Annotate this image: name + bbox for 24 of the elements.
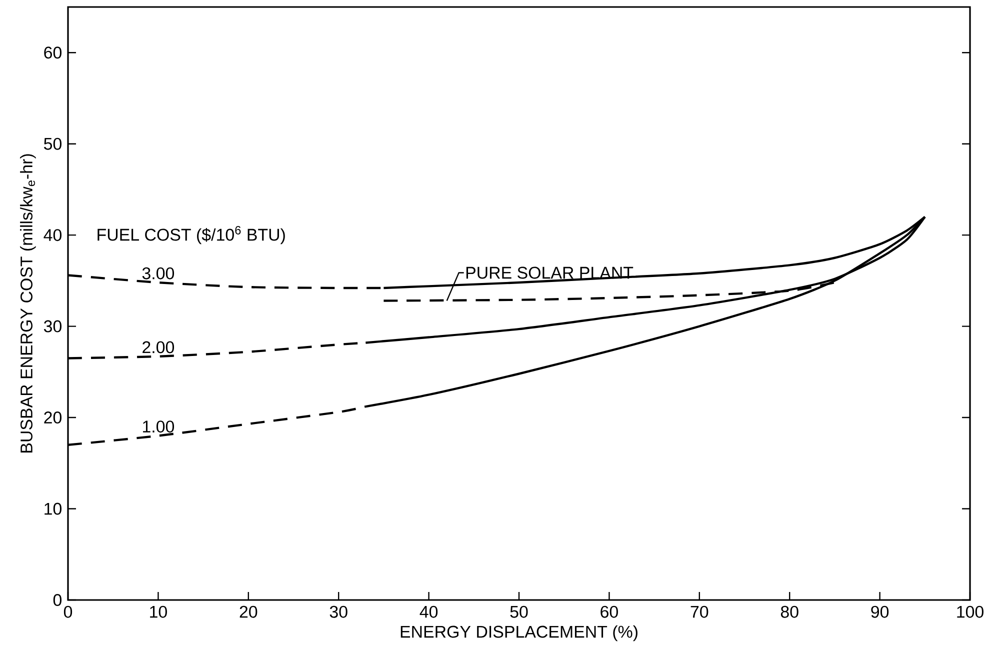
- x-tick-label: 90: [871, 606, 889, 618]
- legend-title: FUEL COST ($/10$^{6}$ BTU): [98, 226, 285, 244]
- x-tick-label: 60: [600, 606, 618, 618]
- x-tick-label: 80: [780, 606, 798, 618]
- x-tick-label: 100: [957, 606, 984, 618]
- y-tick-label: 40: [44, 229, 62, 242]
- series-label: 2.00: [142, 341, 174, 354]
- y-tick-label: 30: [44, 320, 62, 332]
- y-tick-label: 20: [44, 412, 62, 424]
- y-axis-title: BUSBAR ENERGY COST (mills/kw$_{e}$-hr): [20, 154, 36, 452]
- x-tick-label: 30: [330, 606, 348, 618]
- x-tick-label: 10: [150, 606, 167, 618]
- y-tick-label: 0: [53, 594, 62, 606]
- x-tick-label: 20: [240, 606, 258, 618]
- x-axis-title: ENERGY DISPLACEMENT (%): [400, 625, 638, 642]
- x-tick-label: 70: [690, 606, 708, 618]
- x-tick-label: 0: [64, 606, 72, 618]
- x-tick-label: 40: [420, 606, 438, 618]
- series-label: 1.00: [143, 420, 174, 433]
- x-tick-label: 50: [510, 606, 528, 618]
- y-tick-label: 60: [44, 46, 62, 59]
- y-tick-label: 50: [44, 138, 62, 150]
- y-tick-label: 10: [44, 502, 62, 515]
- series-label: 3.00: [142, 267, 174, 280]
